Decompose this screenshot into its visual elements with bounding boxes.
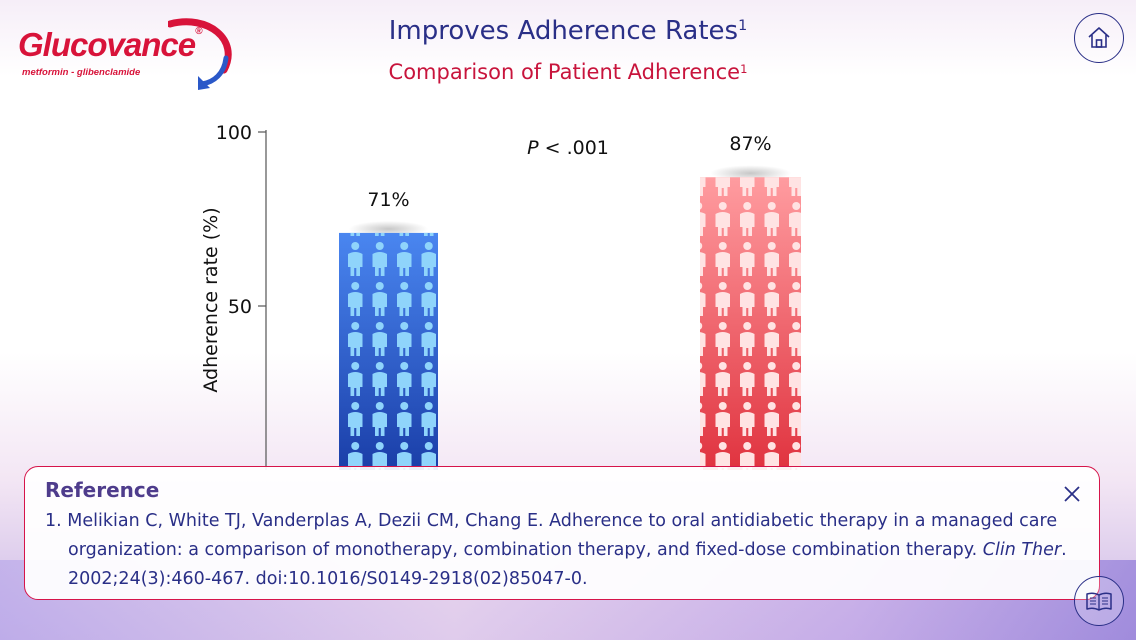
- logo-wordmark: Glucovance®: [18, 26, 203, 63]
- logo-arc-icon: [168, 18, 232, 90]
- book-icon: [1086, 592, 1112, 611]
- y-tick-label: 100: [216, 122, 252, 144]
- bar-people-pattern: [339, 232, 438, 470]
- close-reference-button[interactable]: [1061, 483, 1083, 505]
- home-icon: [1088, 27, 1110, 48]
- y-tick-label: 50: [228, 296, 252, 318]
- logo-tagline: metformin - glibenclamide: [22, 67, 141, 78]
- p-value-annotation: P < .001: [527, 137, 609, 159]
- references-button[interactable]: [1074, 576, 1124, 626]
- glucovance-logo: Glucovance® metformin - glibenclamide: [18, 18, 233, 90]
- bar-value-label: 87%: [729, 133, 771, 155]
- close-icon: [1064, 486, 1080, 502]
- bar-value-label: 71%: [367, 189, 409, 211]
- y-axis-label: Adherence rate (%): [200, 207, 222, 392]
- page-title: Improves Adherence Rates1: [388, 16, 748, 46]
- reference-citation: 1. Melikian C, White TJ, Vanderplas A, D…: [45, 511, 1067, 589]
- bar-people-pattern: [700, 177, 801, 471]
- reference-title: Reference: [45, 478, 160, 502]
- home-button[interactable]: [1074, 13, 1124, 63]
- reference-panel: Reference 1. Melikian C, White TJ, Vande…: [24, 466, 1100, 600]
- page-subtitle: Comparison of Patient Adherence1: [388, 60, 748, 84]
